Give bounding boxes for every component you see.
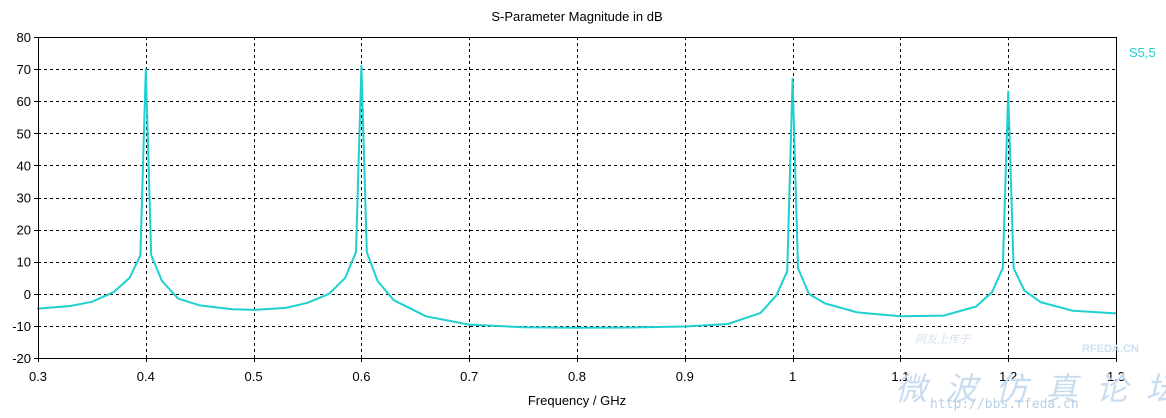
x-tick-label: 0.4 (137, 369, 155, 384)
x-tick-label: 1.1 (891, 369, 909, 384)
x-tick-label: 0.6 (352, 369, 370, 384)
grid (38, 37, 1116, 358)
y-tick-label: -20 (12, 351, 31, 366)
x-tick-label: 0.5 (245, 369, 263, 384)
y-tick-label: 50 (17, 126, 31, 141)
y-tick-label: 70 (17, 62, 31, 77)
x-tick-label: 0.8 (568, 369, 586, 384)
chart-title: S-Parameter Magnitude in dB (491, 9, 662, 24)
x-tick-label: 0.7 (460, 369, 478, 384)
y-tick-label: 10 (17, 255, 31, 270)
y-tick-label: 80 (17, 30, 31, 45)
y-tick-label: 30 (17, 191, 31, 206)
y-tick-label: 20 (17, 223, 31, 238)
y-tick-label: 40 (17, 158, 31, 173)
x-axis-ticks: 0.3 0.4 0.5 0.6 0.7 0.8 0.9 1 1.1 1.2 1.3 (29, 358, 1125, 384)
legend-entry-s55: S5,5 (1129, 45, 1156, 60)
series-layer (37, 64, 1117, 329)
x-tick-label: 1.3 (1107, 369, 1125, 384)
y-tick-label: 0 (24, 287, 31, 302)
x-tick-label: 0.9 (676, 369, 694, 384)
series-line-s55 (37, 64, 1117, 329)
y-tick-label: 60 (17, 94, 31, 109)
y-axis-ticks: -20 -10 0 10 20 30 40 50 60 70 80 (12, 30, 38, 366)
y-tick-label: -10 (12, 319, 31, 334)
x-tick-label: 0.3 (29, 369, 47, 384)
x-tick-label: 1.2 (999, 369, 1017, 384)
x-axis-label: Frequency / GHz (528, 393, 626, 408)
x-tick-label: 1 (789, 369, 796, 384)
